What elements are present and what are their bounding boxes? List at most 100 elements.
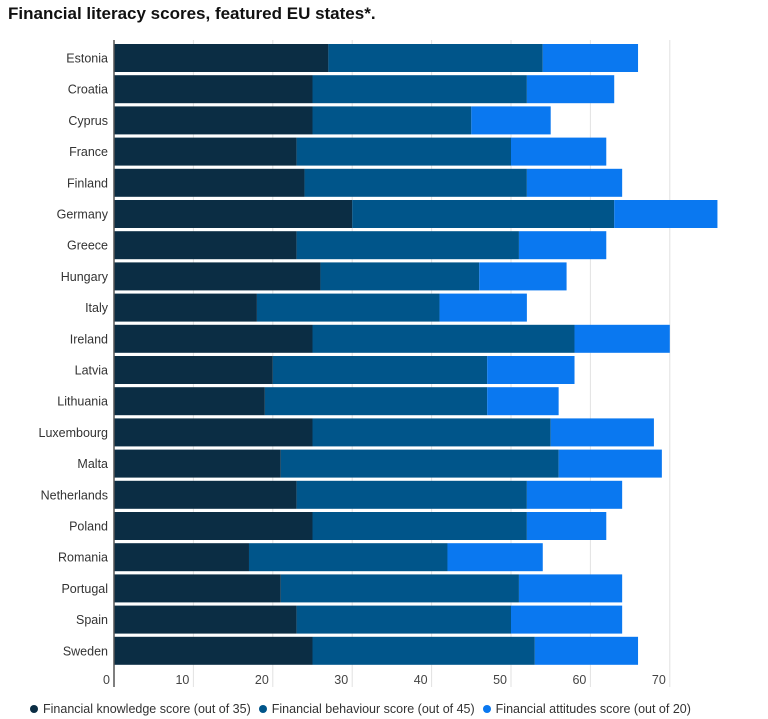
legend-label: Financial attitudes score (out of 20) <box>495 702 691 716</box>
stacked-bar-chart: 0 10 20 30 40 50 60 70 Estonia Croatia Cyprus Franc… <box>39 40 718 687</box>
bar-segment <box>312 106 472 135</box>
bar-segment <box>114 231 297 260</box>
bar-segment <box>114 44 329 72</box>
x-tick-label: 70 <box>652 673 666 687</box>
bar-segment <box>312 324 575 353</box>
x-tick-label: 40 <box>414 673 428 687</box>
bar-segment <box>296 231 519 260</box>
bar-segment <box>312 75 527 104</box>
legend-dot-icon <box>482 705 491 713</box>
bar-segment <box>304 168 527 197</box>
bar-segment <box>114 168 305 197</box>
bar-segment <box>614 200 718 228</box>
legend-item[interactable]: Financial behaviour score (out of 45) <box>258 702 475 716</box>
bar-segment <box>312 636 535 665</box>
bar-segment <box>312 512 527 540</box>
bar-segment <box>439 293 527 322</box>
bar-segment <box>526 480 623 509</box>
category-label: Estonia <box>66 52 108 66</box>
category-label: Finland <box>67 176 108 190</box>
x-tick-label: 0 <box>103 673 110 687</box>
category-label: Greece <box>67 239 108 253</box>
bar-segment <box>114 324 313 353</box>
bar-segment <box>114 106 313 135</box>
category-label: Italy <box>85 301 109 315</box>
bar-segment <box>114 543 249 572</box>
category-label: Croatia <box>68 83 108 97</box>
bar-segment <box>526 168 623 197</box>
bar-segment <box>114 356 273 384</box>
legend-label: Financial behaviour score (out of 45) <box>271 702 475 716</box>
category-label: France <box>69 145 108 159</box>
bar-segment <box>114 200 353 228</box>
bar-segment <box>526 512 607 540</box>
x-tick-label: 20 <box>255 673 269 687</box>
bar-segment <box>264 387 488 416</box>
category-label: Sweden <box>63 644 108 658</box>
category-label: Luxembourg <box>39 426 109 440</box>
bar-segment <box>447 543 543 572</box>
bar-segment <box>511 605 623 634</box>
legend-item[interactable]: Financial knowledge score (out of 35) <box>30 702 251 716</box>
bar-segment <box>272 356 488 384</box>
bar-segment <box>114 449 281 478</box>
bar-segment <box>487 387 559 416</box>
bar-segment <box>526 75 615 104</box>
legend: Financial knowledge score (out of 35) Fin… <box>30 702 691 716</box>
bar-segment <box>320 262 480 291</box>
category-label: Hungary <box>61 270 109 284</box>
x-tick-label: 30 <box>334 673 348 687</box>
bar-segment <box>280 449 559 478</box>
category-label: Ireland <box>70 332 108 346</box>
category-label: Netherlands <box>41 488 108 502</box>
bar-segment <box>328 44 543 72</box>
category-label: Germany <box>57 208 109 222</box>
category-label: Latvia <box>75 364 108 378</box>
bar-segment <box>296 480 527 509</box>
chart-title: Financial literacy scores, featured EU s… <box>8 4 376 23</box>
bar-segment <box>114 293 257 322</box>
bar-segment <box>114 480 297 509</box>
bar-segment <box>518 231 607 260</box>
legend-dot-icon <box>258 705 267 713</box>
category-label: Poland <box>69 520 108 534</box>
bar-segment <box>352 200 615 228</box>
bar-segment <box>248 543 448 572</box>
bar-segment <box>550 418 654 447</box>
bar-segment <box>511 137 607 166</box>
bar-segment <box>479 262 567 291</box>
x-tick-label: 60 <box>572 673 586 687</box>
bar-segment <box>114 636 313 665</box>
category-label: Spain <box>76 613 108 627</box>
category-label: Portugal <box>61 582 108 596</box>
bar-segment <box>518 574 623 603</box>
bar-segment <box>542 44 639 72</box>
bar-segment <box>574 324 670 353</box>
bar-segment <box>296 605 511 634</box>
bar-segment <box>114 75 313 104</box>
bar-segment <box>280 574 519 603</box>
category-label: Malta <box>77 457 108 471</box>
x-tick-label: 10 <box>175 673 189 687</box>
bar-segment <box>114 512 313 540</box>
bar-segment <box>296 137 511 166</box>
bar-segment <box>256 293 440 322</box>
category-label: Lithuania <box>57 395 108 409</box>
category-label: Cyprus <box>68 114 108 128</box>
legend-dot-icon <box>30 705 38 713</box>
x-tick-label: 50 <box>493 673 507 687</box>
bar-segment <box>558 449 662 478</box>
bar-segment <box>471 106 551 135</box>
bar-segment <box>487 356 575 384</box>
legend-item[interactable]: Financial attitudes score (out of 20) <box>482 702 691 716</box>
category-label: Romania <box>58 551 108 565</box>
legend-label: Financial knowledge score (out of 35) <box>43 702 251 716</box>
bar-segment <box>114 137 297 166</box>
bar-segment <box>114 418 313 447</box>
bar-segment <box>312 418 551 447</box>
bar-segment <box>114 574 281 603</box>
bar-segment <box>534 636 639 665</box>
bar-segment <box>114 605 297 634</box>
bar-segment <box>114 387 265 416</box>
bar-segment <box>114 262 321 291</box>
